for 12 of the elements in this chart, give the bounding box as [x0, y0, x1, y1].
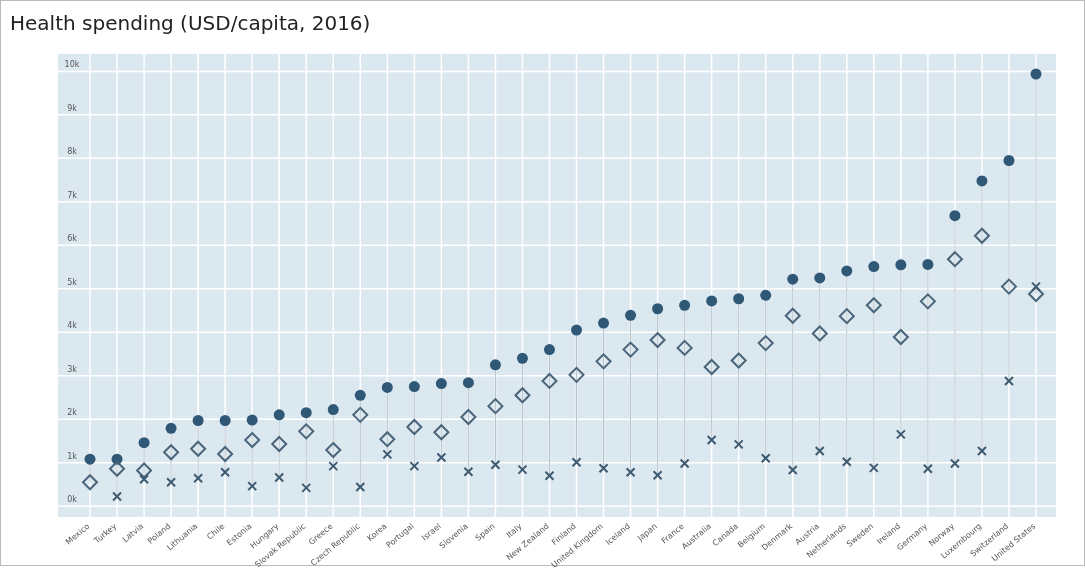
y-tick-label: 5k: [67, 277, 78, 287]
y-tick-label: 8k: [67, 147, 78, 157]
y-tick-label: 1k: [67, 451, 78, 461]
y-tick-label: 0k: [67, 495, 78, 505]
y-tick-label: 10k: [64, 60, 80, 70]
y-tick-label: 9k: [67, 103, 78, 113]
y-tick-label: 7k: [67, 190, 78, 200]
chart-title: Health spending (USD/capita, 2016): [10, 11, 371, 35]
y-tick-label: 3k: [67, 364, 78, 374]
y-tick-label: 2k: [67, 408, 78, 418]
y-tick-label: 4k: [67, 321, 78, 331]
y-tick-label: 6k: [67, 234, 78, 244]
